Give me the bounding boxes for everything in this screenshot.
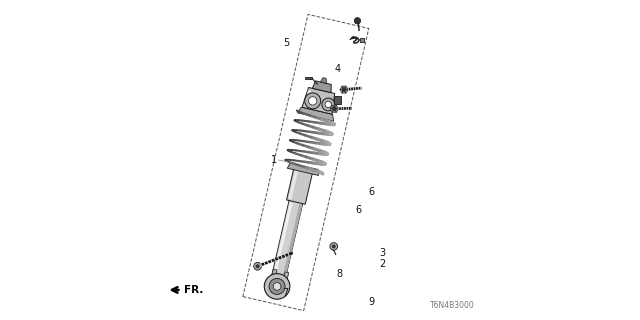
Text: 2: 2 [380,259,385,269]
Text: 4: 4 [335,64,340,74]
Polygon shape [269,202,292,290]
Circle shape [322,98,335,111]
Circle shape [330,243,338,250]
Polygon shape [330,105,334,109]
Polygon shape [332,109,337,112]
Circle shape [332,106,337,111]
Circle shape [254,262,262,270]
Polygon shape [270,269,277,283]
Circle shape [342,87,346,92]
Text: FR.: FR. [184,285,204,295]
Circle shape [332,244,336,248]
Text: 7: 7 [283,288,289,299]
Polygon shape [304,90,311,107]
Polygon shape [268,199,303,296]
Polygon shape [321,78,326,84]
Polygon shape [340,90,344,93]
Polygon shape [305,77,312,79]
Text: 1: 1 [271,155,276,165]
Polygon shape [342,90,346,93]
Polygon shape [298,107,333,121]
Text: 6: 6 [368,187,374,197]
Polygon shape [287,163,319,175]
Circle shape [355,18,361,24]
Text: 9: 9 [368,297,374,308]
Polygon shape [282,272,289,285]
Polygon shape [279,204,302,292]
Circle shape [305,93,321,109]
Polygon shape [344,90,348,93]
Text: 5: 5 [284,38,289,48]
Circle shape [325,101,332,108]
Circle shape [273,283,281,290]
Polygon shape [340,86,344,90]
Text: 6: 6 [355,204,362,215]
Polygon shape [342,86,346,90]
Polygon shape [334,105,339,109]
Polygon shape [344,86,348,90]
Bar [334,96,341,104]
Polygon shape [287,169,312,204]
Text: 3: 3 [380,248,385,258]
Polygon shape [334,109,339,112]
Text: 8: 8 [336,268,342,279]
Text: T6N4B3000: T6N4B3000 [431,301,475,310]
Circle shape [256,264,260,268]
Polygon shape [332,105,337,109]
Polygon shape [312,81,332,92]
Polygon shape [302,87,335,114]
Bar [360,38,364,42]
Polygon shape [289,171,298,199]
Circle shape [264,274,290,299]
Circle shape [269,278,285,294]
Polygon shape [330,109,334,112]
Circle shape [308,97,317,105]
